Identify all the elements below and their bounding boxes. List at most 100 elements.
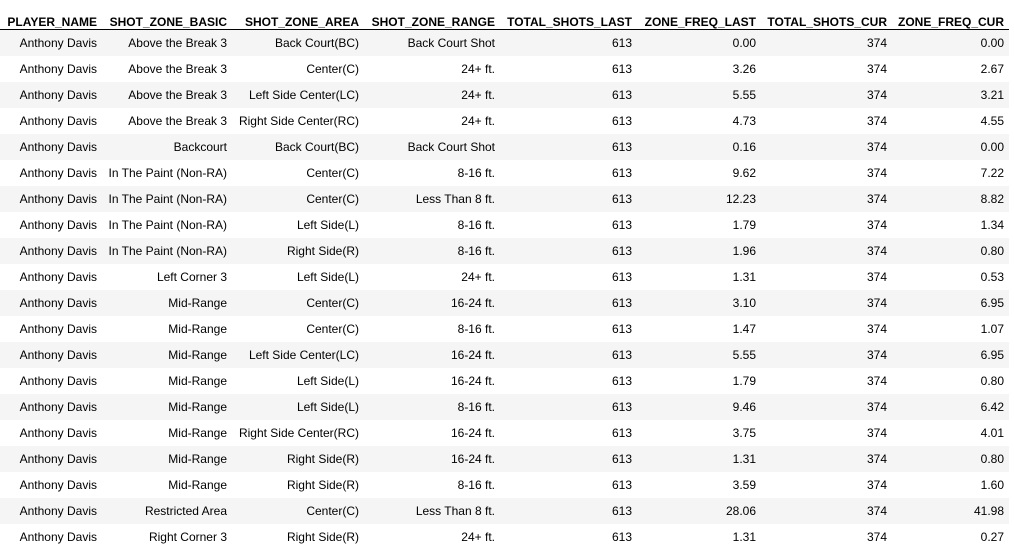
zone-freq-last-cell: 12.23 [637,185,761,212]
table-row[interactable]: Anthony Davis Above the Break 3 Left Side … [0,81,1009,108]
zone-freq-cur-cell: 2.67 [892,55,1009,82]
table-row[interactable]: Anthony Davis In The Paint (Non-RA) Left S… [0,211,1009,238]
table-row[interactable]: Anthony Davis Mid-Range Left Side(L) 16-24 … [0,367,1009,394]
column-header-shot-zone-basic[interactable]: SHOT_ZONE_BASIC [102,0,232,30]
shot-zone-basic-cell: Mid-Range [102,341,232,368]
shot-zone-basic-cell: Left Corner 3 [102,263,232,290]
total-shots-last-cell: 613 [500,315,637,342]
column-header-total-shots-cur[interactable]: TOTAL_SHOTS_CUR [761,0,892,30]
column-header-shot-zone-range[interactable]: SHOT_ZONE_RANGE [364,0,500,30]
total-shots-last-cell: 613 [500,211,637,238]
zone-freq-last-cell: 3.59 [637,471,761,498]
shot-zone-area-cell: Center(C) [232,55,364,82]
zone-freq-cur-cell: 0.00 [892,133,1009,160]
table-row[interactable]: Anthony Davis Above the Break 3 Right Side… [0,107,1009,134]
total-shots-last-cell: 613 [500,497,637,524]
table-row[interactable]: Anthony Davis Backcourt Back Court(BC) Back… [0,133,1009,160]
shot-zone-area-cell: Center(C) [232,159,364,186]
shot-zone-basic-cell: Mid-Range [102,393,232,420]
player-name-cell: Anthony Davis [0,497,102,524]
table-row[interactable]: Anthony Davis In The Paint (Non-RA) Center… [0,159,1009,186]
shot-zone-area-cell: Center(C) [232,497,364,524]
zone-freq-last-cell: 1.31 [637,445,761,472]
column-header-total-shots-last[interactable]: TOTAL_SHOTS_LAST [500,0,637,30]
zone-freq-cur-cell: 0.00 [892,29,1009,56]
shot-zone-range-cell: 8-16 ft. [364,393,500,420]
total-shots-cur-cell: 374 [761,341,892,368]
zone-freq-cur-cell: 3.21 [892,81,1009,108]
table-row[interactable]: Anthony Davis Restricted Area Center(C) Les… [0,497,1009,524]
shot-zone-basic-cell: Backcourt [102,133,232,160]
zone-freq-cur-cell: 41.98 [892,497,1009,524]
shot-zone-range-cell: Less Than 8 ft. [364,497,500,524]
player-name-cell: Anthony Davis [0,419,102,446]
table-row[interactable]: Anthony Davis Right Corner 3 Right Side(R)… [0,523,1009,550]
zone-freq-last-cell: 3.26 [637,55,761,82]
player-name-cell: Anthony Davis [0,159,102,186]
column-header-zone-freq-last[interactable]: ZONE_FREQ_LAST [637,0,761,30]
table-row[interactable]: Anthony Davis Mid-Range Left Side Center(L… [0,341,1009,368]
shot-zone-range-cell: 24+ ft. [364,263,500,290]
shot-zone-basic-cell: Mid-Range [102,419,232,446]
shot-zone-area-cell: Left Side Center(LC) [232,81,364,108]
total-shots-cur-cell: 374 [761,159,892,186]
table-row[interactable]: Anthony Davis Mid-Range Center(C) 16-24 ft.… [0,289,1009,316]
total-shots-last-cell: 613 [500,445,637,472]
table-row[interactable]: Anthony Davis Mid-Range Right Side(R) 16-24… [0,445,1009,472]
player-name-cell: Anthony Davis [0,29,102,56]
table-header: PLAYER_NAME SHOT_ZONE_BASIC SHOT_ZONE_AR… [0,0,1009,30]
zone-freq-last-cell: 28.06 [637,497,761,524]
player-name-cell: Anthony Davis [0,289,102,316]
table-row[interactable]: Anthony Davis Mid-Range Right Side(R) 8-16 … [0,471,1009,498]
column-header-shot-zone-area[interactable]: SHOT_ZONE_AREA [232,0,364,30]
shot-zone-basic-cell: Mid-Range [102,367,232,394]
zone-freq-last-cell: 1.31 [637,523,761,550]
player-name-cell: Anthony Davis [0,367,102,394]
shot-zone-basic-cell: Mid-Range [102,445,232,472]
table-row[interactable]: Anthony Davis Mid-Range Right Side Center(… [0,419,1009,446]
shot-zone-area-cell: Center(C) [232,185,364,212]
zone-freq-last-cell: 5.55 [637,81,761,108]
table-row[interactable]: Anthony Davis Mid-Range Left Side(L) 8-16 f… [0,393,1009,420]
total-shots-cur-cell: 374 [761,471,892,498]
zone-freq-last-cell: 1.79 [637,211,761,238]
shot-zone-area-cell: Left Side(L) [232,263,364,290]
zone-freq-cur-cell: 0.80 [892,367,1009,394]
shot-zone-basic-cell: In The Paint (Non-RA) [102,211,232,238]
total-shots-last-cell: 613 [500,81,637,108]
zone-freq-last-cell: 4.73 [637,107,761,134]
total-shots-cur-cell: 374 [761,185,892,212]
shot-zone-area-cell: Left Side(L) [232,211,364,238]
zone-freq-last-cell: 0.00 [637,29,761,56]
zone-freq-last-cell: 9.46 [637,393,761,420]
shot-zone-range-cell: 8-16 ft. [364,315,500,342]
player-name-cell: Anthony Davis [0,315,102,342]
zone-freq-cur-cell: 6.95 [892,341,1009,368]
total-shots-cur-cell: 374 [761,367,892,394]
shot-zone-range-cell: Back Court Shot [364,133,500,160]
table-row[interactable]: Anthony Davis Left Corner 3 Left Side(L) 24… [0,263,1009,290]
column-header-player-name[interactable]: PLAYER_NAME [0,0,102,30]
shot-zone-range-cell: 24+ ft. [364,107,500,134]
zone-freq-cur-cell: 1.07 [892,315,1009,342]
total-shots-last-cell: 613 [500,237,637,264]
table-row[interactable]: Anthony Davis In The Paint (Non-RA) Center… [0,185,1009,212]
zone-freq-cur-cell: 7.22 [892,159,1009,186]
zone-freq-last-cell: 1.31 [637,263,761,290]
total-shots-cur-cell: 374 [761,523,892,550]
total-shots-last-cell: 613 [500,29,637,56]
table-row[interactable]: Anthony Davis In The Paint (Non-RA) Right … [0,237,1009,264]
column-header-zone-freq-cur[interactable]: ZONE_FREQ_CUR [892,0,1009,30]
player-name-cell: Anthony Davis [0,133,102,160]
shot-zone-basic-cell: In The Paint (Non-RA) [102,185,232,212]
player-name-cell: Anthony Davis [0,185,102,212]
table-row[interactable]: Anthony Davis Mid-Range Center(C) 8-16 ft. 6… [0,315,1009,342]
total-shots-last-cell: 613 [500,159,637,186]
shot-zone-range-cell: 24+ ft. [364,523,500,550]
player-name-cell: Anthony Davis [0,263,102,290]
shot-zone-area-cell: Right Side Center(RC) [232,107,364,134]
table-row[interactable]: Anthony Davis Above the Break 3 Center(C) 2… [0,55,1009,82]
table-row[interactable]: Anthony Davis Above the Break 3 Back Court… [0,29,1009,56]
zone-freq-cur-cell: 0.27 [892,523,1009,550]
